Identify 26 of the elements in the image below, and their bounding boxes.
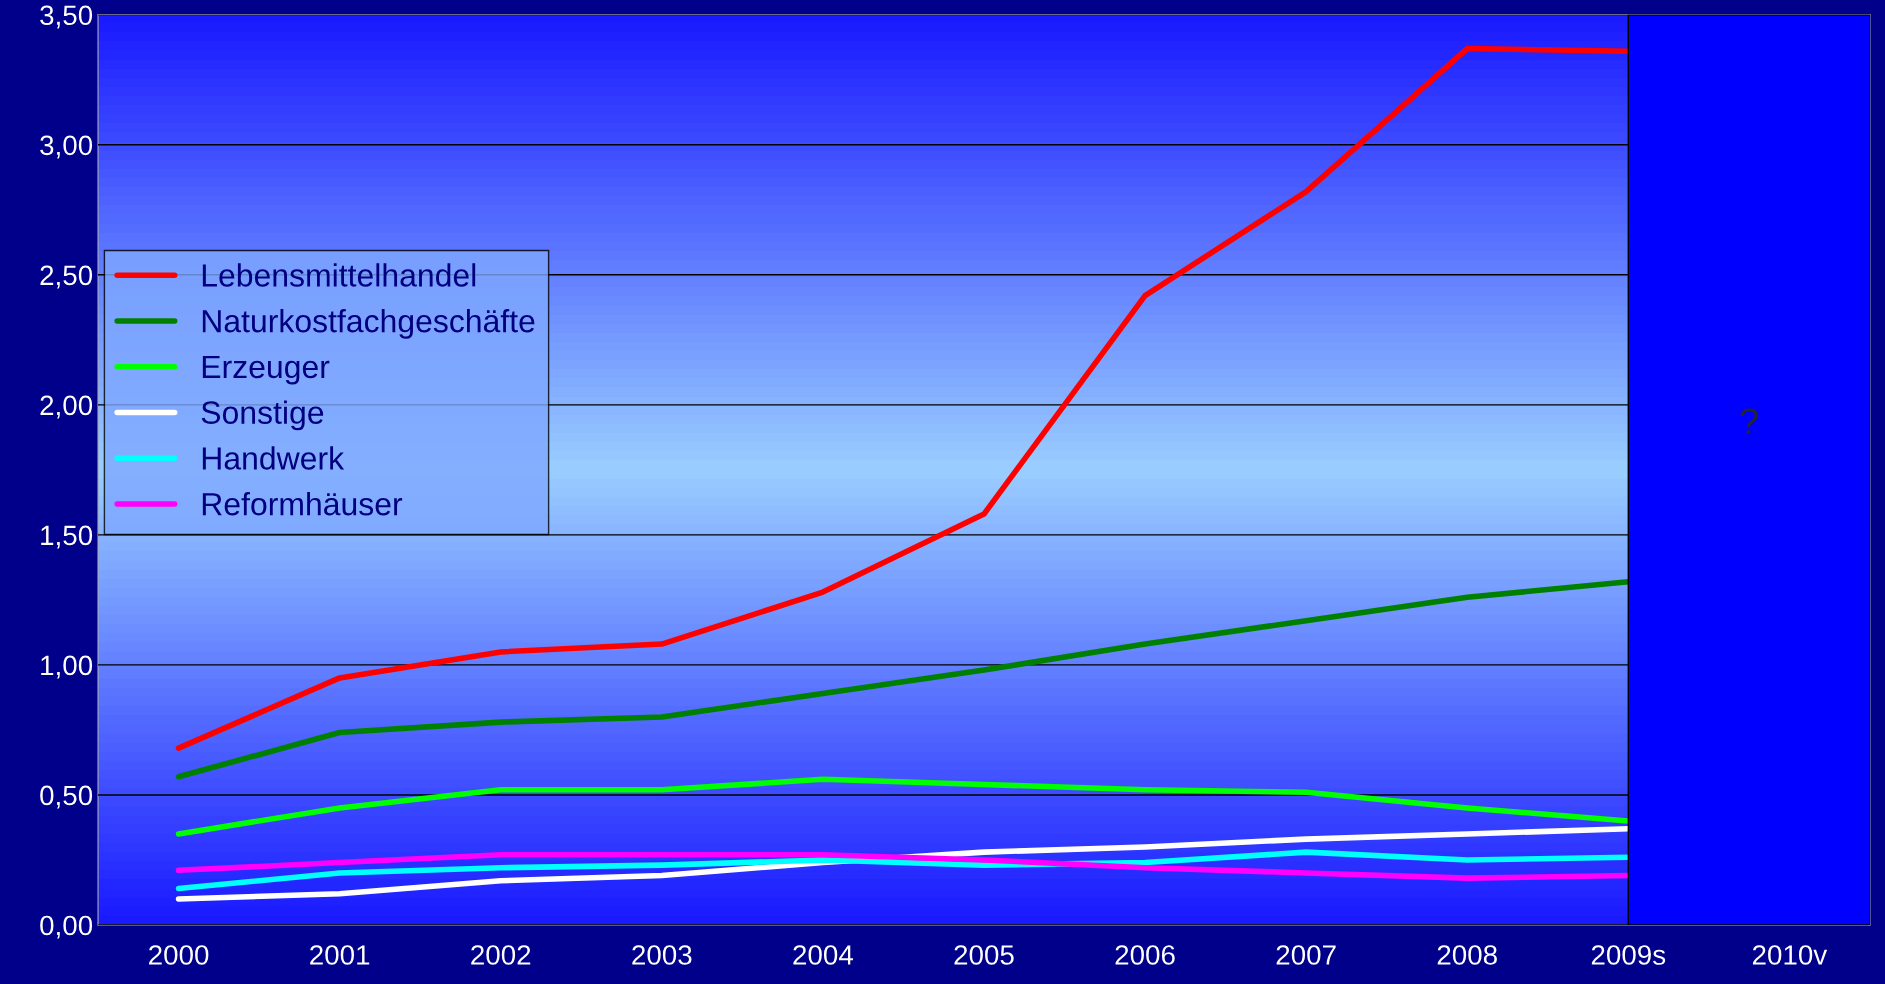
- legend-label: Sonstige: [201, 400, 324, 431]
- x-tick-label: 2008: [1437, 945, 1497, 965]
- y-tick-label: 0,00: [40, 915, 93, 939]
- y-tick-label: 1,00: [41, 655, 93, 679]
- y-tick-label: 2,50: [40, 265, 93, 289]
- x-tick-label: 2010v: [1752, 945, 1828, 965]
- y-tick-label: 2,00: [40, 395, 93, 419]
- x-tick-label: 2002: [471, 945, 531, 965]
- legend-label: Erzeuger: [202, 355, 330, 385]
- x-tick-label: 2003: [632, 945, 692, 965]
- y-tick-label: 1,50: [41, 525, 93, 549]
- y-tick-label: 3,00: [40, 135, 93, 159]
- legend-label: Naturkostfachgeschäfte: [202, 308, 535, 339]
- legend-label: Handwerk: [202, 446, 345, 470]
- x-tick-label: 2001: [310, 945, 370, 965]
- band-label: ?: [1740, 408, 1758, 434]
- x-tick-label: 2009s: [1591, 945, 1666, 965]
- x-tick-label: 2006: [1115, 945, 1175, 965]
- x-tick-label: 2000: [149, 945, 209, 965]
- x-tick-label: 2004: [793, 945, 853, 965]
- x-tick-label: 2005: [954, 945, 1014, 965]
- y-tick-label: 3,50: [40, 5, 93, 29]
- legend-label: Lebensmittelhandel: [202, 263, 476, 287]
- y-tick-label: 0,50: [40, 785, 93, 809]
- x-tick-label: 2007: [1276, 945, 1336, 965]
- legend-label: Reformhäuser: [202, 491, 403, 516]
